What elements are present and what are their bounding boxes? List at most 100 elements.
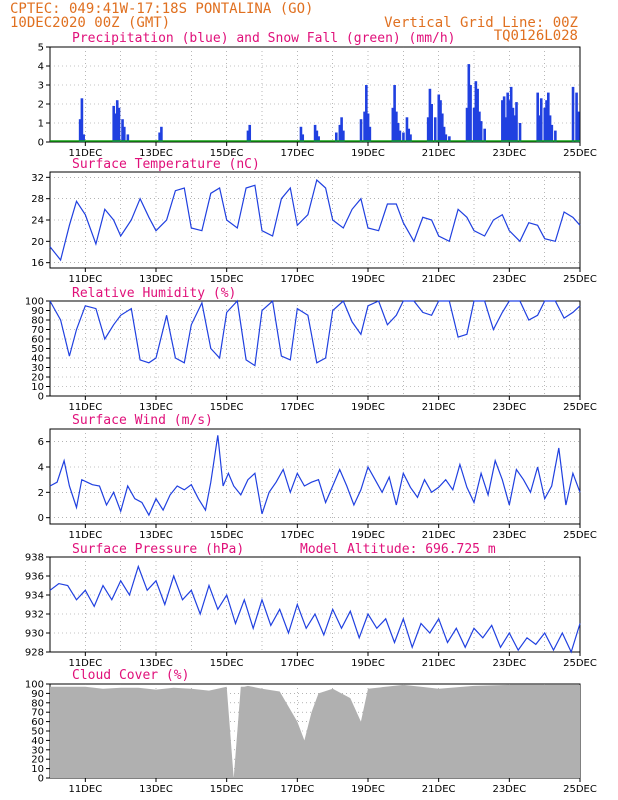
- precip-bar: [366, 113, 370, 142]
- temp-xtick-label: 25DEC: [563, 274, 597, 285]
- precip-bar: [317, 136, 320, 142]
- pressure-xtick-label: 13DEC: [139, 658, 173, 669]
- precip-xtick-label: 15DEC: [210, 148, 244, 159]
- precip-bar: [543, 107, 547, 142]
- temp-series-line: [49, 178, 581, 262]
- wind-xtick-label: 11DEC: [68, 530, 102, 541]
- precip-xtick-label: 25DEC: [563, 148, 597, 159]
- cloud-xtick-label: 17DEC: [280, 784, 314, 795]
- pressure-xtick-label: 21DEC: [422, 658, 456, 669]
- humidity-xtick-label: 19DEC: [351, 402, 385, 413]
- pressure-ytick-label: 928: [25, 648, 44, 659]
- precip-bar: [393, 85, 396, 142]
- precip-bar: [554, 130, 557, 142]
- precip-xtick-label: 21DEC: [422, 148, 456, 159]
- precip-bar: [409, 134, 412, 142]
- precip-ytick-label: 0: [38, 138, 44, 149]
- wind-xtick-label: 21DEC: [422, 530, 456, 541]
- wind-xtick-label: 19DEC: [351, 530, 385, 541]
- precip-bar: [509, 86, 513, 142]
- precip-xtick-label: 19DEC: [351, 148, 385, 159]
- precip-bar: [115, 100, 119, 142]
- temp-ytick-label: 32: [31, 173, 44, 184]
- pressure-xtick-label: 15DEC: [210, 658, 244, 669]
- pressure-xtick-label: 11DEC: [68, 658, 102, 669]
- precip-bar: [467, 64, 471, 142]
- pressure-ytick-label: 938: [25, 553, 44, 564]
- humidity-ytick-label: 10: [31, 382, 44, 393]
- humidity-ytick-label: 40: [31, 354, 44, 365]
- temp-title: Surface Temperature (nC): [72, 157, 260, 172]
- precip-bar: [112, 105, 115, 142]
- cloud-ytick-label: 90: [31, 689, 44, 700]
- precip-bar: [315, 130, 319, 142]
- precip-bar: [506, 92, 509, 142]
- precip-bar: [246, 130, 250, 142]
- humidity-xtick-label: 13DEC: [139, 402, 173, 413]
- wind-xtick-label: 15DEC: [210, 530, 244, 541]
- precip-ytick-label: 2: [38, 100, 44, 111]
- pressure-xtick-label: 17DEC: [280, 658, 314, 669]
- precip-bar: [478, 111, 481, 142]
- precip-bar: [476, 88, 479, 142]
- precip-bar: [123, 126, 126, 142]
- precip-bar: [82, 134, 85, 142]
- precip-bar: [402, 132, 405, 142]
- precip-bar: [78, 119, 82, 142]
- humidity-title: Relative Humidity (%): [72, 286, 236, 301]
- pressure-ytick-label: 934: [25, 591, 44, 602]
- wind-ytick-label: 6: [38, 437, 44, 448]
- cloud-ytick-label: 20: [31, 755, 44, 766]
- precip-bar: [515, 102, 518, 142]
- temp-ytick-label: 28: [31, 194, 44, 205]
- precip-bar: [301, 134, 305, 142]
- cloud-ytick-label: 40: [31, 736, 44, 747]
- temp-xtick-label: 21DEC: [422, 274, 456, 285]
- temp-ytick-label: 20: [31, 237, 44, 248]
- pressure-xtick-label: 19DEC: [351, 658, 385, 669]
- precip-bar: [508, 100, 511, 142]
- temp-xtick-label: 17DEC: [280, 274, 314, 285]
- precip-bar: [160, 126, 163, 142]
- cloud-xtick-label: 21DEC: [422, 784, 456, 795]
- wind-ytick-label: 2: [38, 488, 44, 499]
- precip-xtick-label: 23DEC: [492, 148, 526, 159]
- pressure-xtick-label: 23DEC: [492, 658, 526, 669]
- header-model-id: TQ0126L028: [494, 28, 578, 44]
- wind-series-line: [49, 435, 581, 517]
- humidity-xtick-label: 25DEC: [563, 402, 597, 413]
- precip-bar: [80, 98, 84, 142]
- precip-bar: [248, 124, 252, 142]
- pressure-ytick-label: 932: [25, 610, 44, 621]
- precip-bar: [518, 123, 522, 142]
- cloud-ytick-label: 100: [25, 680, 44, 691]
- precip-bar: [571, 86, 575, 142]
- cloud-title: Cloud Cover (%): [72, 668, 189, 683]
- pressure-series-line: [49, 564, 581, 654]
- precip-bar: [407, 128, 411, 142]
- precip-bar: [396, 123, 400, 142]
- precip-bar: [472, 107, 476, 142]
- precip-bar: [158, 132, 161, 142]
- precip-bar: [437, 94, 441, 142]
- humidity-xtick-label: 11DEC: [68, 402, 102, 413]
- wind-xtick-label: 25DEC: [563, 530, 597, 541]
- cloud-ytick-label: 0: [38, 774, 44, 785]
- precip-bar: [548, 115, 552, 142]
- humidity-series-line: [49, 299, 581, 367]
- precip-bar: [550, 124, 554, 142]
- precip-bar: [511, 107, 515, 142]
- humidity-ytick-label: 20: [31, 373, 44, 384]
- precip-bar: [342, 130, 345, 142]
- precip-bar: [469, 85, 472, 142]
- cloud-xtick-label: 19DEC: [351, 784, 385, 795]
- cloud-ytick-label: 70: [31, 708, 44, 719]
- precip-bar: [465, 107, 469, 142]
- cloud-xtick-label: 23DEC: [492, 784, 526, 795]
- wind-frame: [49, 428, 581, 525]
- cloud-ytick-label: 50: [31, 727, 44, 738]
- temp-xtick-label: 11DEC: [68, 274, 102, 285]
- precip-bar: [299, 126, 303, 142]
- precip-bar: [313, 124, 317, 142]
